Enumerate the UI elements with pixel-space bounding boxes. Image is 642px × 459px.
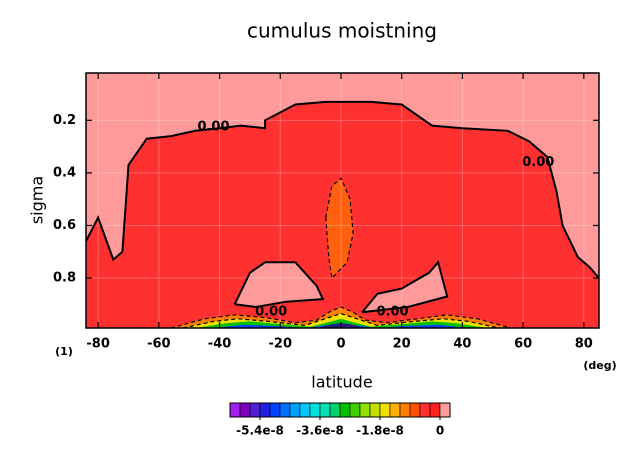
colorbar-swatch (369, 402, 381, 418)
colorbar-frame (229, 402, 451, 418)
colorbar-swatch (439, 402, 451, 418)
y-tick-label: 0.4 (53, 165, 76, 180)
contour-label: 0.00 (522, 155, 554, 170)
colorbar-swatch (259, 402, 271, 418)
contour-line (170, 306, 512, 328)
x-tick-label: 40 (453, 337, 471, 352)
x-axis-label: latitude (311, 373, 372, 392)
colorbar-swatch (299, 402, 311, 418)
x-tick-label: -20 (269, 337, 293, 352)
colorbar-tick-label: -5.4e-8 (236, 424, 284, 438)
contour-line (86, 100, 599, 279)
x-tick-label: -60 (147, 337, 171, 352)
contour-line (325, 177, 354, 280)
contour-line (182, 312, 499, 328)
colorbar-swatch (419, 402, 431, 418)
plot-frame (85, 72, 600, 329)
y-tick-label: 0.6 (53, 218, 76, 233)
colorbar-swatch (379, 402, 391, 418)
x-tick-label: 0 (336, 337, 345, 352)
x-tick-label: 80 (575, 337, 593, 352)
x-tick-label: -80 (86, 337, 110, 352)
colorbar-swatch (319, 402, 331, 418)
colorbar-swatch (339, 402, 351, 418)
colorbar-swatch (409, 402, 421, 418)
contour-line (361, 260, 449, 314)
colorbar-tick-label: -1.8e-8 (356, 424, 404, 438)
colorbar-swatch (249, 402, 261, 418)
contour-label: 0.00 (377, 305, 409, 320)
colorbar-swatch (289, 402, 301, 418)
contour-line (233, 261, 325, 309)
x-tick-label: 20 (393, 337, 411, 352)
colorbar-swatch (359, 402, 371, 418)
colorbar-tick-label: 0 (436, 424, 444, 438)
colorbar-swatch (349, 402, 361, 418)
colorbar-swatch (279, 402, 291, 418)
filled-region (325, 178, 354, 279)
y-tick-label: 0.8 (53, 271, 76, 286)
filled-region (234, 262, 323, 307)
y-tick-label: 0.2 (53, 113, 76, 128)
y-axis-label: sigma (28, 176, 47, 224)
contour-label: 0.00 (197, 119, 229, 134)
colorbar-swatch (239, 402, 251, 418)
colorbar-swatch (399, 402, 411, 418)
colorbar-swatch (389, 402, 401, 418)
x-tick-label: -40 (208, 337, 232, 352)
colorbar-tick-label: -3.6e-8 (296, 424, 344, 438)
colorbar-swatch (329, 402, 341, 418)
colorbar-swatch (229, 402, 241, 418)
chart-title: cumulus moistning (247, 19, 437, 43)
colorbar-swatch (429, 402, 441, 418)
colorbar-swatch (269, 402, 281, 418)
x-unit: (deg) (583, 359, 616, 372)
colorbar-swatch (309, 402, 321, 418)
contour-label: 0.00 (255, 305, 287, 320)
x-tick-label: 60 (514, 337, 532, 352)
corner-label: (1) (55, 345, 73, 358)
